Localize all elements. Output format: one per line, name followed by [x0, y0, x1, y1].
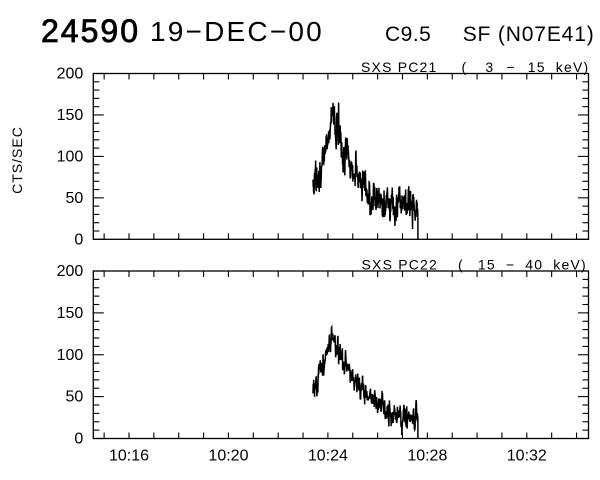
svg-text:C9.5: C9.5	[385, 23, 431, 46]
svg-text:200: 200	[57, 66, 84, 83]
svg-text:100: 100	[57, 347, 84, 364]
svg-text:10:16: 10:16	[109, 448, 149, 465]
svg-text:0: 0	[74, 231, 83, 248]
svg-text:100: 100	[57, 148, 84, 165]
svg-text:24590: 24590	[41, 13, 140, 49]
svg-text:0: 0	[74, 431, 83, 448]
svg-text:50: 50	[66, 190, 84, 207]
svg-text:10:28: 10:28	[407, 448, 447, 465]
svg-text:19−DEC−00: 19−DEC−00	[150, 16, 324, 47]
svg-text:200: 200	[57, 263, 84, 280]
svg-text:10:20: 10:20	[208, 448, 248, 465]
svg-text:50: 50	[66, 389, 84, 406]
svg-text:10:24: 10:24	[308, 448, 348, 465]
svg-text:150: 150	[57, 107, 84, 124]
svg-text:CTS/SEC: CTS/SEC	[9, 126, 25, 194]
svg-text:150: 150	[57, 305, 84, 322]
svg-text:10:32: 10:32	[507, 448, 547, 465]
svg-text:SF (N07E41): SF (N07E41)	[463, 23, 595, 46]
